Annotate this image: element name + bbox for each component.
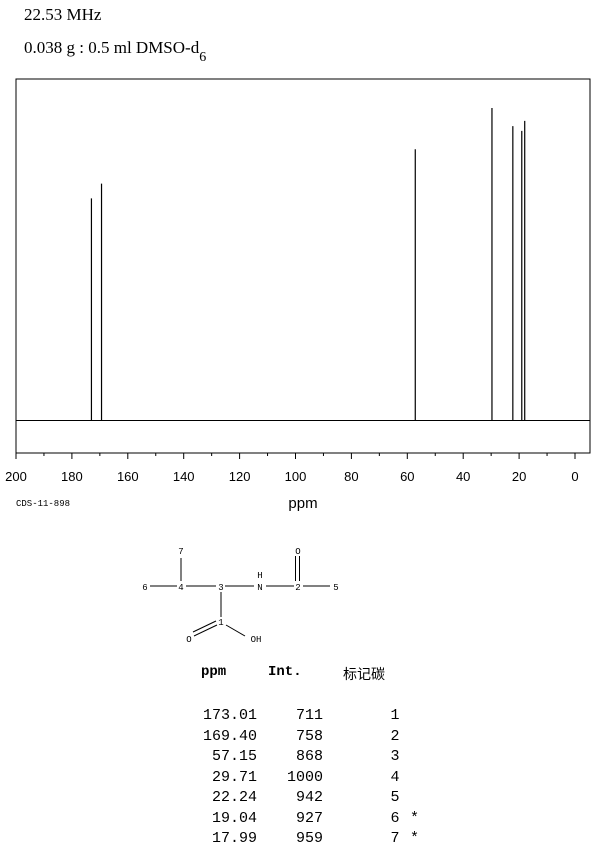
table-cell-ppm: 17.99 (211, 830, 257, 847)
x-tick-label: 120 (229, 469, 251, 484)
x-tick-label: 20 (512, 469, 526, 484)
table-cell-mark (410, 769, 424, 785)
table-cell-int: 758 (295, 727, 323, 745)
x-tick-label: 80 (344, 469, 358, 484)
atom-OH: OH (251, 635, 262, 645)
atom-7: 7 (178, 547, 183, 557)
table-header-int: Int. (268, 664, 302, 680)
x-tick-label: 40 (456, 469, 470, 484)
table-cell-int: 927 (295, 809, 323, 827)
table-cell-carbon: 2 (390, 727, 400, 745)
peaks-group (90, 108, 526, 421)
table-cell-carbon: 5 (390, 789, 400, 806)
sample-label: 0.038 g : 0.5 ml DMSO-d6 (24, 38, 207, 66)
atom-4: 4 (178, 583, 183, 593)
table-cell-ppm: 29.71 (211, 768, 257, 786)
table-cell-ppm: 169.40 (202, 727, 257, 745)
x-tick-label: 160 (117, 469, 139, 484)
table-cell-int: 1000 (286, 768, 323, 786)
table-cell-carbon: 4 (390, 768, 400, 786)
table-cell-mark (410, 789, 424, 805)
sample-subscript: 6 (199, 50, 207, 66)
atom-2: 2 (295, 583, 300, 593)
table-cell-mark: * (410, 830, 420, 847)
structure-atoms: 7 6 4 3 N H 2 O 5 1 O OH (142, 547, 338, 645)
table-cell-carbon: 6 (390, 809, 400, 827)
x-tick-label: 100 (285, 469, 307, 484)
table-cell-int: 959 (295, 830, 323, 847)
atom-H: H (257, 571, 262, 581)
x-axis-ticks: 200 180 160 140 120 100 80 60 40 20 0 (5, 453, 579, 484)
atom-6: 6 (142, 583, 147, 593)
table-cell-mark (410, 748, 424, 764)
atom-O-top: O (295, 547, 300, 557)
atom-N: N (257, 583, 262, 593)
frequency-label: 22.53 MHz (24, 5, 102, 24)
atom-O-bottom: O (186, 635, 191, 645)
table-cell-int: 942 (295, 789, 323, 806)
table-cell-ppm: 19.04 (211, 809, 257, 827)
table-cell-carbon: 7 (390, 830, 400, 847)
x-tick-label: 200 (5, 469, 27, 484)
bond-1-OH (225, 624, 246, 637)
code-label: CDS-11-898 (16, 499, 70, 509)
table-cell-int: 711 (295, 707, 323, 724)
x-tick-label: 180 (61, 469, 83, 484)
table-cell-mark: * (410, 809, 420, 827)
table-cell-carbon: 1 (390, 707, 400, 724)
table-header-carbon: 标记碳 (343, 667, 385, 683)
atom-1: 1 (218, 618, 223, 628)
x-axis-label: ppm (288, 495, 317, 512)
atom-3: 3 (218, 583, 223, 593)
plot-frame (15, 78, 591, 454)
x-tick-label: 0 (571, 469, 578, 484)
sample-text: 0.038 g : 0.5 ml DMSO-d (24, 38, 200, 57)
table-cell-ppm: 173.01 (202, 707, 257, 724)
table-cell-carbon: 3 (390, 748, 400, 765)
table-cell-ppm: 57.15 (211, 748, 257, 765)
table-cell-mark (410, 707, 424, 723)
x-tick-label: 140 (173, 469, 195, 484)
bond-1-O-a (193, 624, 218, 637)
table-cell-mark (410, 728, 424, 744)
table-cell-ppm: 22.24 (211, 789, 257, 806)
table-header-ppm: ppm (201, 664, 227, 680)
atom-5: 5 (333, 583, 338, 593)
table-cell-int: 868 (295, 748, 323, 765)
structure-diagram (150, 556, 330, 637)
x-tick-label: 60 (400, 469, 414, 484)
bond-1-O-b (192, 620, 217, 633)
